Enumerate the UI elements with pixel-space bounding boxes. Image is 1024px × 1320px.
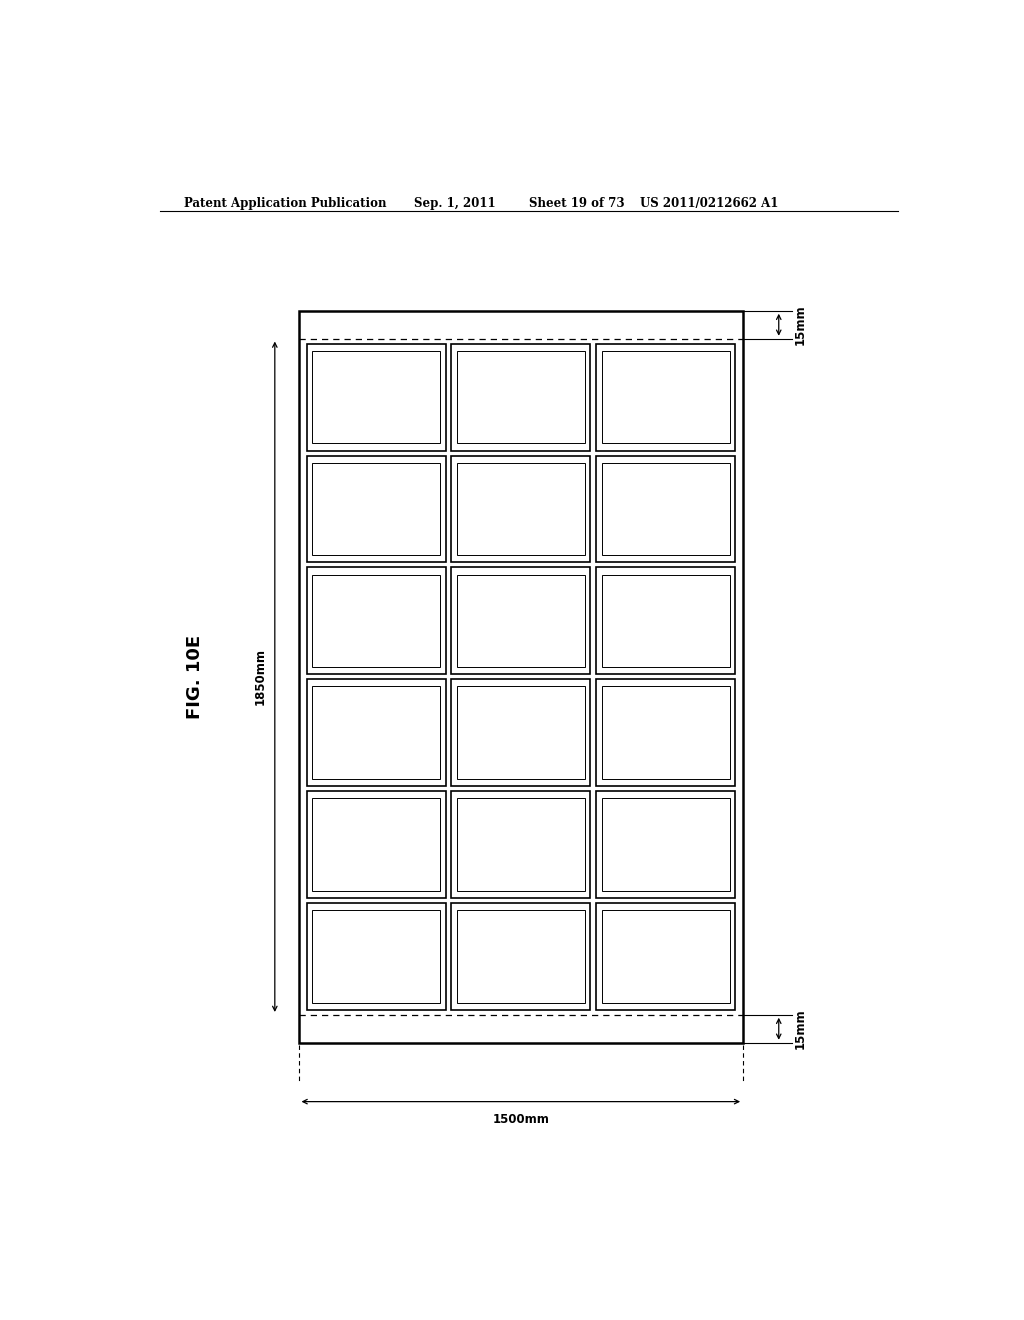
Bar (312, 574, 440, 667)
Bar (312, 686, 440, 779)
Bar (306, 903, 445, 1010)
Bar (312, 351, 440, 444)
Bar (601, 463, 729, 556)
Bar (457, 574, 585, 667)
Text: 15mm: 15mm (794, 1008, 807, 1049)
Bar (457, 799, 585, 891)
Text: Sep. 1, 2011: Sep. 1, 2011 (414, 197, 496, 210)
Bar (299, 312, 743, 1043)
Bar (596, 568, 735, 675)
Bar (457, 351, 585, 444)
Bar (596, 343, 735, 450)
Bar (601, 909, 729, 1003)
Bar (306, 568, 445, 675)
Bar (306, 343, 445, 450)
Text: US 2011/0212662 A1: US 2011/0212662 A1 (640, 197, 778, 210)
Bar (452, 343, 591, 450)
Bar (452, 903, 591, 1010)
Bar (306, 791, 445, 898)
Bar (312, 799, 440, 891)
Bar (306, 680, 445, 787)
Bar (452, 568, 591, 675)
Text: 1500mm: 1500mm (493, 1113, 549, 1126)
Text: Patent Application Publication: Patent Application Publication (183, 197, 386, 210)
Bar (596, 455, 735, 562)
Bar (452, 680, 591, 787)
Bar (452, 455, 591, 562)
Text: FIG. 10E: FIG. 10E (186, 635, 205, 719)
Bar (601, 574, 729, 667)
Bar (452, 791, 591, 898)
Bar (457, 909, 585, 1003)
Bar (457, 463, 585, 556)
Bar (312, 463, 440, 556)
Text: 1850mm: 1850mm (254, 648, 267, 705)
Bar (457, 686, 585, 779)
Bar (312, 909, 440, 1003)
Bar (601, 686, 729, 779)
Bar (596, 791, 735, 898)
Bar (596, 680, 735, 787)
Bar (601, 799, 729, 891)
Bar (596, 903, 735, 1010)
Bar (601, 351, 729, 444)
Text: 15mm: 15mm (794, 305, 807, 345)
Text: Sheet 19 of 73: Sheet 19 of 73 (528, 197, 625, 210)
Bar (306, 455, 445, 562)
